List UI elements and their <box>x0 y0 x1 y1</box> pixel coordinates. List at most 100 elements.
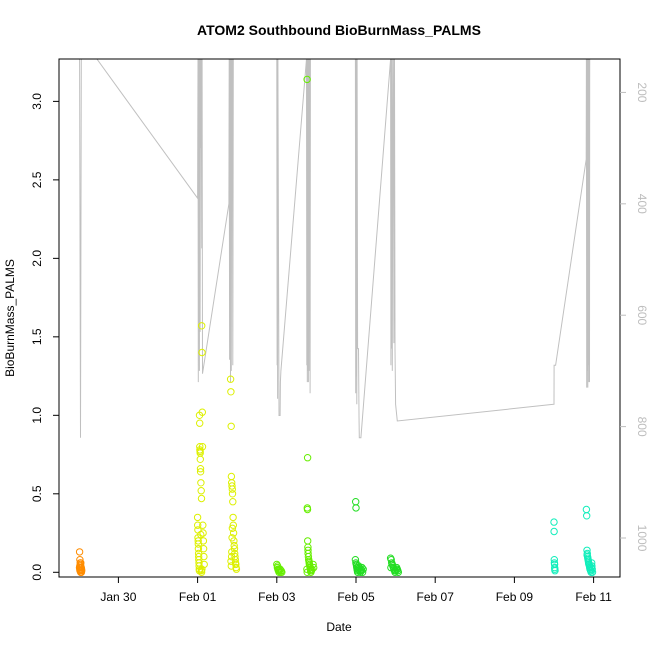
data-point <box>550 518 558 526</box>
data-point <box>196 465 205 473</box>
data-point <box>229 513 237 522</box>
data-point <box>197 494 206 503</box>
data-point <box>197 530 205 539</box>
data-point <box>227 557 235 565</box>
right-tick-label: 400 <box>635 194 649 214</box>
data-point <box>77 559 85 567</box>
data-point <box>198 348 206 357</box>
data-point <box>551 567 559 575</box>
chart-title: ATOM2 Southbound BioBurnMass_PALMS <box>197 22 481 38</box>
plot-frame <box>58 58 621 578</box>
data-point <box>228 524 237 532</box>
x-tick-label: Feb 01 <box>179 590 217 604</box>
data-point <box>199 537 208 545</box>
data-point <box>193 513 202 522</box>
data-point <box>197 487 205 495</box>
data-point <box>387 563 395 572</box>
data-point <box>197 568 206 576</box>
data-point <box>199 521 207 529</box>
y-tick-label: 2.0 <box>30 250 44 267</box>
y-tick-label: 0.0 <box>30 564 44 581</box>
data-point <box>228 485 237 493</box>
data-point <box>228 548 236 556</box>
data-points <box>75 75 597 576</box>
data-point <box>227 562 236 570</box>
data-point <box>394 568 402 576</box>
data-point <box>588 568 597 576</box>
data-point <box>303 75 311 84</box>
data-point <box>229 498 237 506</box>
right-axis: 200 400 600 800 1000 <box>620 82 649 552</box>
y-tick-label: 0.5 <box>30 485 44 502</box>
data-point <box>275 565 283 573</box>
data-point <box>228 534 236 542</box>
data-point <box>583 551 591 559</box>
right-tick-label: 1000 <box>635 525 649 552</box>
right-tick-label: 600 <box>635 305 649 325</box>
data-point <box>227 388 235 396</box>
data-point <box>359 565 367 573</box>
data-point <box>229 529 238 537</box>
data-point <box>228 490 237 498</box>
y-tick-label: 2.5 <box>30 171 44 188</box>
data-point <box>198 408 207 416</box>
data-point <box>357 567 366 575</box>
data-point <box>273 562 282 570</box>
data-point <box>75 548 84 556</box>
data-point <box>230 541 238 550</box>
x-tick-label: Feb 11 <box>575 590 612 604</box>
data-point <box>196 455 205 463</box>
data-point <box>352 504 360 512</box>
data-point <box>198 565 206 573</box>
data-point <box>310 563 318 572</box>
data-point <box>583 512 591 520</box>
data-point <box>232 565 241 573</box>
data-point <box>197 479 205 487</box>
data-point <box>196 419 204 427</box>
data-point <box>198 443 207 451</box>
data-point <box>199 545 208 553</box>
y-axis: 0.0 0.5 1.0 1.5 2.0 2.5 3.0 <box>30 93 59 581</box>
data-point <box>194 545 203 553</box>
y-tick-label: 1.5 <box>30 328 44 345</box>
data-point <box>200 560 208 569</box>
x-tick-label: Feb 09 <box>496 590 534 604</box>
data-point <box>550 527 558 536</box>
data-point <box>194 521 202 529</box>
pressure-trace <box>79 58 591 439</box>
data-point <box>199 529 207 537</box>
data-point <box>226 375 235 383</box>
data-point <box>227 422 235 430</box>
x-axis-label: Date <box>326 620 352 634</box>
x-tick-label: Feb 03 <box>258 590 296 604</box>
x-tick-label: Feb 07 <box>417 590 455 604</box>
data-point <box>303 568 311 576</box>
data-point <box>228 482 236 490</box>
data-point <box>358 563 366 572</box>
x-tick-label: Jan 30 <box>100 590 136 604</box>
y-axis-label: BioBurnMass_PALMS <box>3 259 17 377</box>
pressure-line <box>79 58 591 439</box>
data-point <box>77 568 85 576</box>
data-point <box>588 565 596 573</box>
data-point <box>550 556 558 564</box>
right-tick-label: 200 <box>635 82 649 102</box>
data-point <box>200 552 208 561</box>
data-point <box>303 505 312 514</box>
right-tick-label: 800 <box>635 417 649 437</box>
data-point <box>194 537 202 545</box>
data-point <box>198 322 206 330</box>
data-point <box>196 468 205 476</box>
data-point <box>358 568 367 576</box>
x-tick-label: Feb 05 <box>337 590 375 604</box>
data-point <box>309 560 317 569</box>
y-tick-label: 3.0 <box>30 93 44 110</box>
data-point <box>229 521 238 529</box>
x-axis: Jan 30 Feb 01 Feb 03 Feb 05 Feb 07 Feb 09 Feb … <box>100 577 612 604</box>
data-point <box>227 552 236 561</box>
data-point <box>303 454 312 462</box>
y-tick-label: 1.0 <box>30 407 44 424</box>
data-point <box>303 565 311 573</box>
